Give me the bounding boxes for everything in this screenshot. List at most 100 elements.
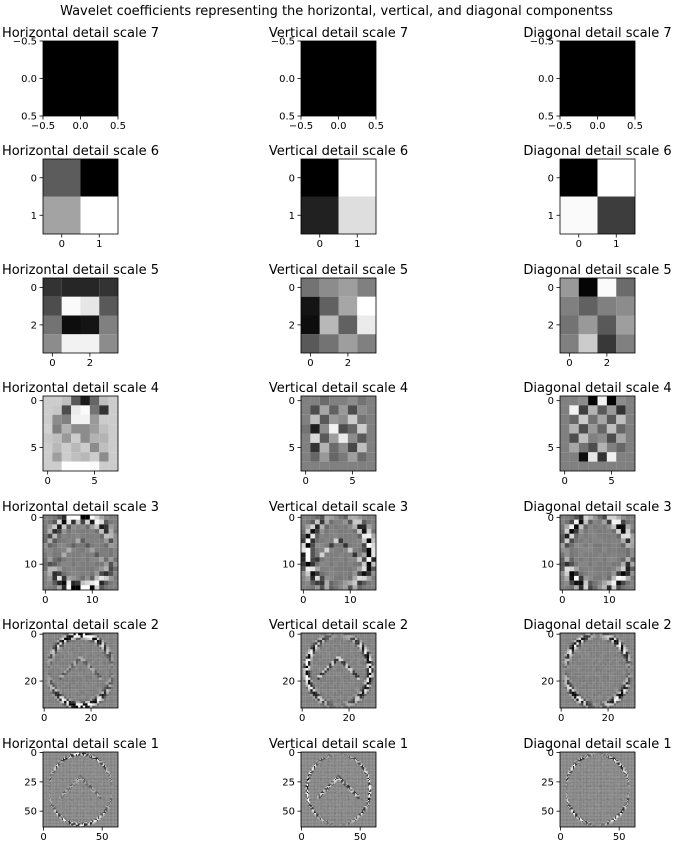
heatmap-cell bbox=[590, 700, 593, 704]
heatmap-cell bbox=[75, 575, 81, 581]
heatmap-cell bbox=[113, 696, 116, 699]
heatmap-cell bbox=[319, 296, 339, 316]
heatmap-cell bbox=[618, 696, 621, 699]
heatmap-cell bbox=[625, 672, 629, 676]
heatmap-cell bbox=[359, 677, 362, 680]
heatmap-cell bbox=[368, 684, 372, 687]
heatmap-cell bbox=[99, 637, 102, 641]
heatmap-cell bbox=[47, 757, 49, 760]
heatmap-cell bbox=[371, 644, 374, 648]
y-tick-label: 0 bbox=[548, 630, 554, 641]
heatmap-cell bbox=[326, 703, 330, 706]
heatmap-cell bbox=[57, 658, 60, 662]
heatmap-cell bbox=[352, 682, 355, 685]
heatmap-cell bbox=[57, 677, 60, 680]
heatmap-cell bbox=[47, 693, 51, 697]
heatmap-cell bbox=[578, 654, 582, 657]
heatmap-cell bbox=[57, 654, 60, 657]
heatmap-cell bbox=[620, 696, 624, 699]
heatmap-cell bbox=[576, 663, 579, 666]
heatmap-cell bbox=[301, 396, 311, 406]
heatmap-cell bbox=[562, 663, 565, 666]
heatmap-cell bbox=[106, 633, 109, 636]
heatmap-cell bbox=[333, 691, 337, 694]
heatmap-cell bbox=[567, 656, 570, 659]
heatmap-cell bbox=[89, 752, 92, 754]
heatmap-cell bbox=[336, 658, 339, 662]
heatmap-cell bbox=[632, 647, 636, 650]
heatmap-cell bbox=[310, 524, 316, 530]
heatmap-cell bbox=[61, 543, 67, 548]
heatmap-cell bbox=[326, 679, 330, 683]
heatmap-cell bbox=[350, 675, 353, 678]
heatmap-cell bbox=[113, 566, 119, 572]
heatmap-cell bbox=[560, 414, 570, 425]
heatmap-cell bbox=[595, 637, 598, 641]
heatmap-cell bbox=[87, 752, 89, 754]
heatmap-cell bbox=[599, 686, 603, 690]
heatmap-cell bbox=[301, 689, 304, 692]
heatmap-cell bbox=[364, 665, 367, 669]
heatmap-cell bbox=[317, 675, 320, 678]
heatmap-cell bbox=[80, 682, 83, 685]
heatmap-cell bbox=[583, 644, 586, 648]
heatmap-cell bbox=[59, 763, 61, 765]
heatmap-cell bbox=[336, 696, 339, 699]
heatmap-cell bbox=[113, 759, 115, 761]
heatmap-cell bbox=[361, 691, 365, 694]
heatmap-cell bbox=[613, 700, 617, 704]
heatmap-cell bbox=[609, 637, 612, 641]
heatmap-cell bbox=[569, 696, 572, 699]
heatmap-cell bbox=[611, 524, 617, 530]
heatmap-cell bbox=[574, 571, 579, 576]
heatmap-cell bbox=[73, 703, 76, 706]
heatmap-cell bbox=[569, 515, 575, 520]
heatmap-cell bbox=[112, 756, 114, 758]
heatmap-cell bbox=[333, 547, 339, 553]
heatmap-cell bbox=[108, 635, 112, 638]
heatmap-cell bbox=[560, 635, 563, 638]
heatmap-cell bbox=[59, 753, 61, 755]
heatmap-cell bbox=[357, 543, 362, 548]
heatmap-cell bbox=[347, 696, 351, 699]
heatmap-cell bbox=[310, 585, 316, 591]
heatmap-cell bbox=[361, 642, 365, 645]
heatmap-cell bbox=[345, 686, 348, 690]
heatmap-cell bbox=[52, 433, 62, 443]
heatmap-cell bbox=[354, 668, 358, 671]
heatmap-cell bbox=[301, 566, 306, 572]
heatmap-cell bbox=[359, 647, 362, 650]
heatmap-cell bbox=[59, 668, 62, 671]
heatmap-cell bbox=[569, 668, 572, 671]
heatmap-cell bbox=[62, 761, 65, 763]
heatmap-cell bbox=[366, 675, 370, 678]
axes-frame bbox=[300, 632, 377, 709]
heatmap-cell bbox=[350, 672, 353, 676]
heatmap-cell bbox=[632, 700, 636, 704]
heatmap-cell bbox=[338, 519, 344, 525]
heatmap-cell bbox=[71, 654, 74, 657]
heatmap-cell bbox=[331, 654, 334, 657]
heatmap-cell bbox=[588, 538, 593, 544]
heatmap-cell bbox=[371, 677, 374, 680]
heatmap-cell bbox=[340, 679, 344, 683]
heatmap-cell bbox=[609, 677, 612, 680]
heatmap-cell bbox=[305, 686, 309, 690]
heatmap-cell bbox=[625, 519, 631, 525]
heatmap-cell bbox=[581, 684, 584, 687]
heatmap-cell bbox=[73, 761, 75, 763]
heatmap-cell bbox=[609, 658, 612, 662]
heatmap-cell bbox=[108, 684, 112, 687]
heatmap-cell bbox=[329, 672, 332, 676]
heatmap-cell bbox=[50, 679, 53, 683]
heatmap-cell bbox=[361, 637, 365, 641]
heatmap-cell bbox=[102, 754, 104, 756]
heatmap-cell bbox=[616, 433, 626, 443]
heatmap-cell bbox=[368, 633, 372, 636]
heatmap-cell bbox=[333, 679, 337, 683]
heatmap-cell bbox=[58, 757, 60, 760]
heatmap-cell bbox=[89, 761, 92, 763]
heatmap-cell bbox=[108, 675, 112, 678]
heatmap-cell bbox=[366, 414, 377, 425]
heatmap-cell bbox=[55, 761, 58, 763]
